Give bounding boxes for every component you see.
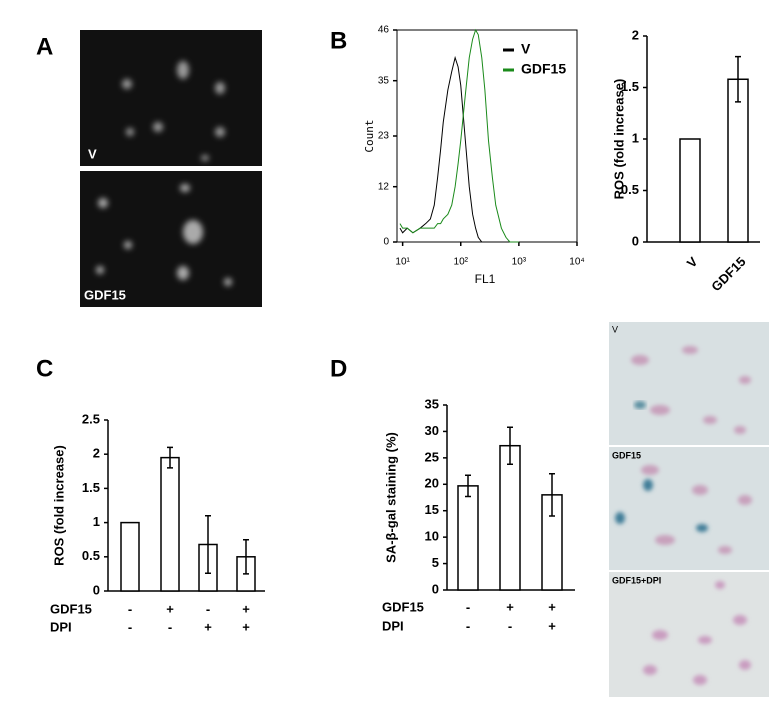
image-label: GDF15 — [84, 287, 126, 302]
series-line — [399, 28, 519, 243]
y-tick-label: 1 — [632, 130, 639, 145]
y-tick-label: 0 — [93, 582, 100, 597]
y-tick-label: 1.5 — [82, 480, 100, 495]
treatment-sign: + — [548, 599, 556, 614]
y-axis-label: ROS (fold increase) — [51, 445, 66, 566]
y-tick-label: 35 — [378, 75, 390, 86]
y-tick-label: 15 — [425, 502, 439, 517]
bar — [499, 444, 521, 591]
y-tick-label: 10 — [425, 529, 439, 544]
treatment-sign: + — [506, 599, 514, 614]
y-tick-label: 1.5 — [621, 79, 639, 94]
panel-letter: B — [330, 27, 347, 54]
y-tick-label: 20 — [425, 476, 439, 491]
treatment-sign: - — [128, 619, 132, 634]
bar — [679, 138, 701, 243]
treatment-sign: + — [242, 619, 250, 634]
y-tick-label: 0.5 — [621, 182, 639, 197]
y-tick-label: 0 — [383, 237, 389, 248]
error-bar — [549, 472, 555, 517]
error-bar — [167, 446, 173, 469]
x-tick-label: GDF15 — [708, 254, 748, 294]
y-tick-label: 2.5 — [82, 411, 100, 426]
error-bar — [735, 55, 741, 103]
bar — [457, 485, 479, 591]
treatment-sign: + — [242, 601, 250, 616]
y-axis-label: SA-β-gal staining (%) — [383, 432, 398, 563]
micrograph: GDF15+DPI — [609, 572, 769, 697]
x-tick-label: V — [684, 254, 701, 271]
treatment-sign: + — [548, 618, 556, 633]
y-tick-label: 25 — [425, 449, 439, 464]
legend-label: V — [521, 41, 531, 57]
error-bar — [243, 538, 249, 575]
series-line — [399, 55, 519, 243]
treatment-name: DPI — [50, 619, 72, 634]
treatment-sign: + — [166, 601, 174, 616]
y-tick-label: 2 — [632, 27, 639, 42]
y-tick-label: 5 — [432, 555, 439, 570]
y-tick-label: 12 — [378, 181, 390, 192]
error-bar — [465, 474, 471, 498]
bar — [727, 78, 749, 243]
panel-letter: D — [330, 355, 347, 382]
y-tick-label: 2 — [93, 446, 100, 461]
y-tick-label: 35 — [425, 396, 439, 411]
legend-label: GDF15 — [521, 61, 566, 77]
x-tick-label: 10² — [454, 257, 469, 268]
image-label: GDF15 — [612, 450, 641, 460]
y-tick-label: 46 — [378, 25, 390, 36]
x-tick-label: 10⁴ — [569, 257, 584, 268]
treatment-sign: - — [168, 619, 172, 634]
treatment-sign: - — [466, 618, 470, 633]
treatment-name: DPI — [382, 618, 404, 633]
error-bar — [507, 426, 513, 465]
image-label: GDF15+DPI — [612, 575, 661, 585]
treatment-name: GDF15 — [382, 599, 424, 614]
bar — [160, 456, 180, 592]
panel-letter: C — [36, 355, 53, 382]
treatment-sign: - — [466, 599, 470, 614]
y-axis-label: Count — [363, 119, 376, 152]
micrograph: V — [609, 322, 769, 445]
panel-letter: A — [36, 33, 53, 60]
error-bar — [205, 515, 211, 574]
image-label: V — [88, 146, 97, 161]
y-tick-label: 1 — [93, 514, 100, 529]
micrograph: V — [80, 30, 262, 166]
treatment-sign: + — [204, 619, 212, 634]
y-tick-label: 0 — [432, 581, 439, 596]
micrograph: GDF15 — [80, 171, 262, 307]
y-tick-label: 0 — [632, 233, 639, 248]
y-tick-label: 30 — [425, 423, 439, 438]
treatment-sign: - — [508, 618, 512, 633]
image-label: V — [612, 324, 618, 334]
y-axis-label: ROS (fold increase) — [611, 79, 626, 200]
micrograph: GDF15 — [609, 447, 769, 570]
x-tick-label: 10¹ — [395, 257, 410, 268]
y-tick-label: 23 — [378, 131, 390, 142]
x-axis-label: FL1 — [475, 272, 496, 286]
bar — [120, 521, 140, 592]
treatment-sign: - — [206, 601, 210, 616]
treatment-sign: - — [128, 601, 132, 616]
y-tick-label: 0.5 — [82, 548, 100, 563]
treatment-name: GDF15 — [50, 601, 92, 616]
x-tick-label: 10³ — [512, 257, 527, 268]
